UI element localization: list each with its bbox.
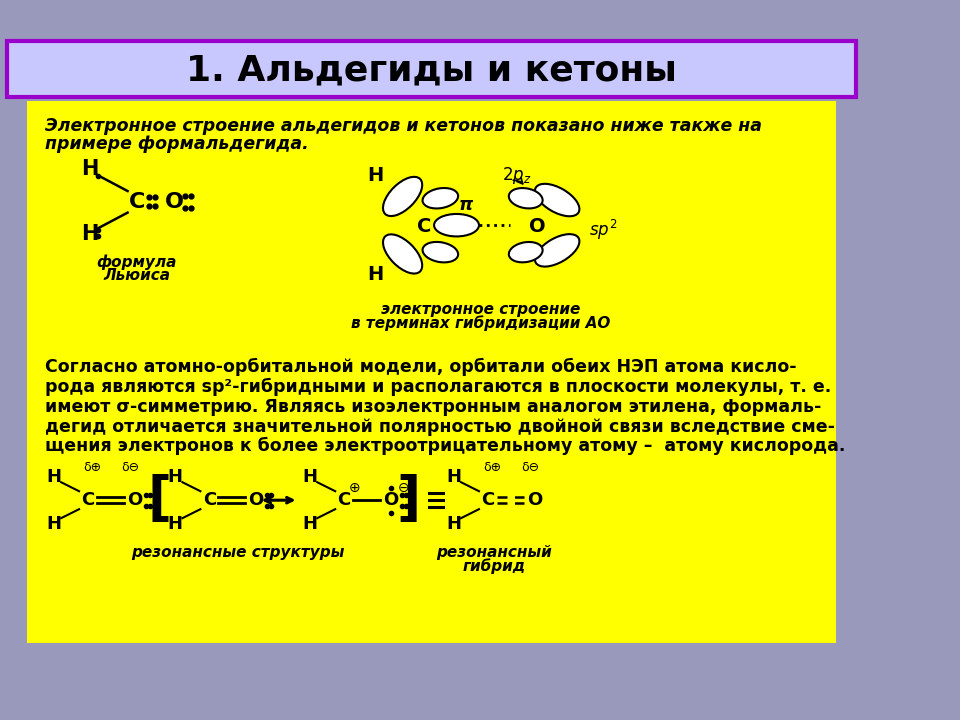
Text: H: H [302, 468, 318, 486]
Text: ]: ] [396, 474, 420, 526]
Text: H: H [446, 468, 462, 486]
Ellipse shape [535, 184, 580, 216]
Text: δ⊖: δ⊖ [121, 462, 139, 474]
Text: H: H [168, 515, 182, 533]
Text: C: C [481, 491, 494, 509]
Text: C: C [203, 491, 216, 509]
Text: Льюиса: Льюиса [103, 269, 170, 284]
Text: C: C [82, 491, 95, 509]
Text: π: π [458, 197, 472, 215]
Text: H: H [82, 160, 99, 179]
Text: электронное строение: электронное строение [381, 302, 581, 317]
Text: O: O [127, 491, 142, 509]
Text: H: H [168, 468, 182, 486]
Text: ⊕: ⊕ [349, 481, 361, 495]
Text: O: O [527, 491, 542, 509]
Text: δ⊕: δ⊕ [484, 462, 501, 474]
Text: щения электронов к более электроотрицательному атому –  атому кислорода.: щения электронов к более электроотрицате… [45, 437, 846, 456]
Text: C: C [338, 491, 350, 509]
Text: в терминах гибридизации АО: в терминах гибридизации АО [351, 315, 611, 330]
Text: H: H [302, 515, 318, 533]
Text: дегид отличается значительной полярностью двойной связи вследствие сме-: дегид отличается значительной полярность… [45, 418, 835, 436]
Ellipse shape [509, 188, 542, 208]
Text: O: O [383, 491, 398, 509]
Text: формула: формула [96, 255, 177, 270]
Text: H: H [368, 166, 384, 185]
Ellipse shape [422, 188, 458, 209]
FancyBboxPatch shape [7, 41, 855, 96]
Text: C: C [129, 192, 145, 212]
Ellipse shape [422, 242, 458, 262]
Ellipse shape [535, 234, 580, 266]
Text: H: H [46, 468, 61, 486]
Text: H: H [446, 515, 462, 533]
Text: O: O [249, 491, 264, 509]
Text: H: H [46, 515, 61, 533]
Text: имеют σ-симметрию. Являясь изоэлектронным аналогом этилена, формаль-: имеют σ-симметрию. Являясь изоэлектронны… [45, 397, 822, 415]
Ellipse shape [434, 214, 479, 236]
Text: $sp^2$: $sp^2$ [588, 217, 617, 242]
Text: рода являются sp²-гибридными и располагаются в плоскости молекулы, т. е.: рода являются sp²-гибридными и располага… [45, 378, 831, 396]
Text: H: H [82, 224, 99, 244]
Text: ⊖: ⊖ [397, 481, 409, 495]
Text: δ⊕: δ⊕ [84, 462, 102, 474]
Text: C: C [417, 217, 431, 236]
Text: резонансный: резонансный [437, 545, 552, 560]
Text: δ⊖: δ⊖ [521, 462, 540, 474]
Text: O: O [165, 192, 184, 212]
Text: H: H [368, 265, 384, 284]
Text: 1. Альдегиды и кетоны: 1. Альдегиды и кетоны [186, 53, 677, 88]
Text: Электронное строение альдегидов и кетонов показано ниже также на: Электронное строение альдегидов и кетоно… [45, 117, 762, 135]
Text: O: O [529, 217, 545, 236]
Ellipse shape [383, 234, 422, 274]
Text: $2p_z$: $2p_z$ [502, 166, 532, 186]
FancyBboxPatch shape [27, 102, 836, 643]
Text: Согласно атомно-орбитальной модели, орбитали обеих НЭП атома кисло-: Согласно атомно-орбитальной модели, орби… [45, 359, 797, 377]
Ellipse shape [383, 177, 422, 216]
Ellipse shape [509, 242, 542, 262]
Text: резонансные структуры: резонансные структуры [132, 545, 345, 560]
Text: гибрид: гибрид [463, 559, 526, 575]
Text: примере формальдегида.: примере формальдегида. [45, 135, 309, 153]
Text: [: [ [148, 474, 172, 526]
